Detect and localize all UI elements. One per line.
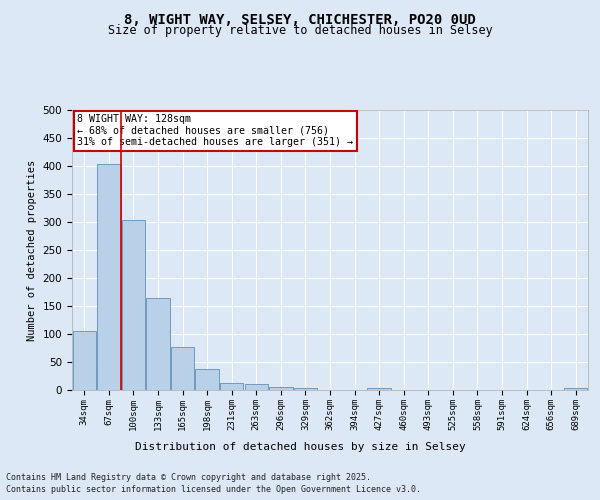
Text: 8, WIGHT WAY, SELSEY, CHICHESTER, PO20 0UD: 8, WIGHT WAY, SELSEY, CHICHESTER, PO20 0… xyxy=(124,12,476,26)
Bar xyxy=(171,347,194,390)
Text: Size of property relative to detached houses in Selsey: Size of property relative to detached ho… xyxy=(107,24,493,37)
Y-axis label: Number of detached properties: Number of detached properties xyxy=(27,160,37,340)
Bar xyxy=(564,388,587,390)
Text: 8 WIGHT WAY: 128sqm
← 68% of detached houses are smaller (756)
31% of semi-detac: 8 WIGHT WAY: 128sqm ← 68% of detached ho… xyxy=(77,114,353,148)
Bar xyxy=(245,384,268,390)
Text: Contains HM Land Registry data © Crown copyright and database right 2025.: Contains HM Land Registry data © Crown c… xyxy=(6,472,371,482)
Bar xyxy=(73,330,96,390)
Text: Distribution of detached houses by size in Selsey: Distribution of detached houses by size … xyxy=(134,442,466,452)
Bar xyxy=(294,388,317,390)
Bar xyxy=(220,382,244,390)
Bar xyxy=(146,298,170,390)
Bar xyxy=(97,164,121,390)
Bar xyxy=(367,388,391,390)
Text: Contains public sector information licensed under the Open Government Licence v3: Contains public sector information licen… xyxy=(6,485,421,494)
Bar xyxy=(196,368,219,390)
Bar xyxy=(122,220,145,390)
Bar xyxy=(269,386,293,390)
